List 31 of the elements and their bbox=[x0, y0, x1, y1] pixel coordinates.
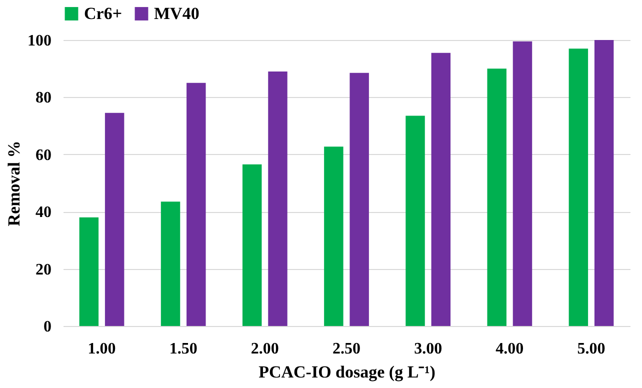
bar bbox=[512, 41, 532, 326]
bar bbox=[568, 48, 588, 326]
x-tick-label: 1.50 bbox=[169, 340, 198, 358]
y-tick-label: 60 bbox=[36, 146, 52, 164]
x-tick-label: 3.00 bbox=[414, 340, 442, 358]
y-axis-title: Removal % bbox=[4, 140, 24, 226]
x-tick-label: 5.00 bbox=[577, 340, 606, 358]
x-tick-label: 4.00 bbox=[496, 340, 524, 358]
y-tick-label: 80 bbox=[36, 90, 52, 107]
bar bbox=[487, 68, 506, 326]
y-tick-label: 40 bbox=[36, 204, 52, 222]
bar bbox=[268, 71, 288, 326]
x-tick-label: 1.00 bbox=[88, 340, 116, 358]
bar bbox=[350, 72, 369, 326]
bar bbox=[324, 146, 344, 326]
x-axis-title: PCAC-IO dosage (g L⁻¹) bbox=[258, 362, 436, 382]
bar bbox=[406, 116, 425, 326]
x-tick-label: 2.50 bbox=[332, 340, 360, 358]
bar bbox=[431, 52, 451, 326]
bar bbox=[242, 164, 262, 326]
x-tick-label: 2.00 bbox=[250, 340, 279, 358]
y-tick-label: 20 bbox=[36, 261, 52, 278]
bar bbox=[186, 82, 206, 326]
y-tick-label: 100 bbox=[28, 32, 52, 50]
legend-label: Cr6+ bbox=[84, 4, 122, 23]
bar bbox=[160, 202, 180, 326]
legend-label: MV40 bbox=[154, 4, 200, 23]
bar bbox=[594, 40, 614, 326]
bar bbox=[104, 112, 124, 326]
y-tick-label: 0 bbox=[44, 318, 52, 336]
bar bbox=[79, 217, 99, 326]
